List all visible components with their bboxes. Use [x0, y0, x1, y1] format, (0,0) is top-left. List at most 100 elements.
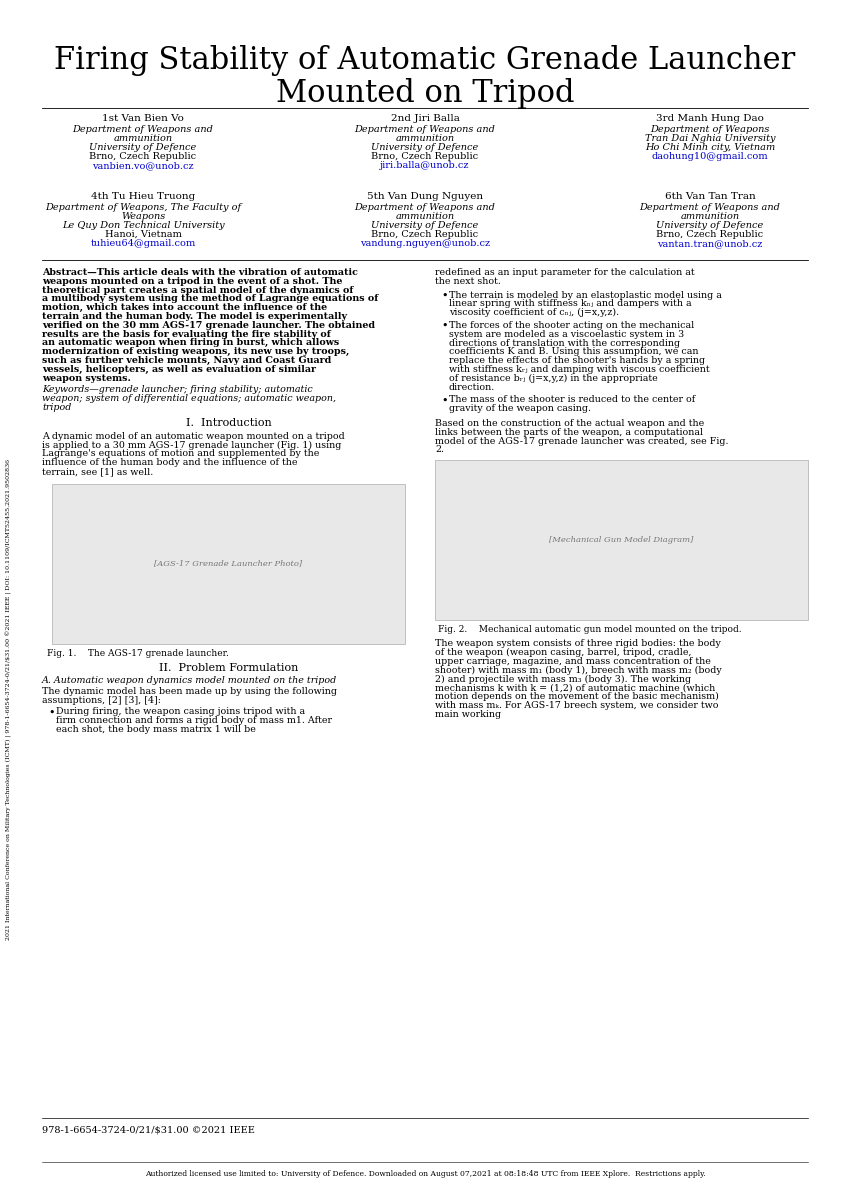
- Text: weapons mounted on a tripod in the event of a shot. The: weapons mounted on a tripod in the event…: [42, 277, 343, 286]
- Text: Firing Stability of Automatic Grenade Launcher: Firing Stability of Automatic Grenade La…: [54, 45, 796, 76]
- Text: Department of Weapons and: Department of Weapons and: [639, 203, 780, 212]
- Text: of the weapon (weapon casing, barrel, tripod, cradle,: of the weapon (weapon casing, barrel, tr…: [435, 648, 692, 657]
- Text: direction.: direction.: [449, 383, 496, 392]
- Text: •: •: [441, 321, 447, 331]
- Text: II.  Problem Formulation: II. Problem Formulation: [159, 663, 298, 672]
- Bar: [52, 484, 405, 644]
- Text: terrain, see [1] as well.: terrain, see [1] as well.: [42, 467, 153, 476]
- Bar: [435, 461, 808, 621]
- Text: University of Defence: University of Defence: [371, 221, 479, 230]
- Text: Le Quy Don Technical University: Le Quy Don Technical University: [62, 221, 224, 230]
- Text: Department of Weapons: Department of Weapons: [650, 125, 770, 134]
- Text: •: •: [441, 291, 447, 301]
- Text: Hanoi, Vietnam: Hanoi, Vietnam: [105, 230, 181, 239]
- Text: Department of Weapons and: Department of Weapons and: [72, 125, 213, 134]
- Text: Keywords—grenade launcher; firing stability; automatic: Keywords—grenade launcher; firing stabil…: [42, 385, 313, 395]
- Text: A dynamic model of an automatic weapon mounted on a tripod: A dynamic model of an automatic weapon m…: [42, 432, 345, 440]
- Text: redefined as an input parameter for the calculation at: redefined as an input parameter for the …: [435, 268, 694, 277]
- Text: vessels, helicopters, as well as evaluation of similar: vessels, helicopters, as well as evaluat…: [42, 365, 316, 374]
- Text: Brno, Czech Republic: Brno, Czech Republic: [371, 152, 479, 161]
- Text: daohung10@gmail.com: daohung10@gmail.com: [652, 152, 768, 161]
- Text: vandung.nguyen@unob.cz: vandung.nguyen@unob.cz: [360, 239, 490, 248]
- Text: [Mechanical Gun Model Diagram]: [Mechanical Gun Model Diagram]: [549, 537, 694, 544]
- Text: ammunition: ammunition: [395, 134, 455, 143]
- Text: system are modeled as a viscoelastic system in 3: system are modeled as a viscoelastic sys…: [449, 330, 684, 339]
- Text: 3rd Manh Hung Dao: 3rd Manh Hung Dao: [656, 114, 764, 123]
- Text: 2021 International Conference on Military Technologies (ICMT) | 978-1-6654-3724-: 2021 International Conference on Militar…: [6, 460, 12, 941]
- Text: [AGS-17 Grenade Launcher Photo]: [AGS-17 Grenade Launcher Photo]: [155, 559, 303, 568]
- Text: Based on the construction of the actual weapon and the: Based on the construction of the actual …: [435, 419, 705, 428]
- Text: linear spring with stiffness kₙⱼ and dampers with a: linear spring with stiffness kₙⱼ and dam…: [449, 300, 692, 308]
- Text: viscosity coefficient of cₙⱼ, (j=x,y,z).: viscosity coefficient of cₙⱼ, (j=x,y,z).: [449, 308, 619, 318]
- Text: weapon systems.: weapon systems.: [42, 374, 131, 383]
- Text: tuhieu64@gmail.com: tuhieu64@gmail.com: [90, 239, 196, 248]
- Text: The forces of the shooter acting on the mechanical: The forces of the shooter acting on the …: [449, 321, 694, 330]
- Text: 5th Van Dung Nguyen: 5th Van Dung Nguyen: [367, 192, 483, 201]
- Text: theoretical part creates a spatial model of the dynamics of: theoretical part creates a spatial model…: [42, 285, 354, 295]
- Text: Brno, Czech Republic: Brno, Czech Republic: [371, 230, 479, 239]
- Text: the next shot.: the next shot.: [435, 277, 501, 286]
- Text: replace the effects of the shooter's hands by a spring: replace the effects of the shooter's han…: [449, 356, 706, 366]
- Text: The mass of the shooter is reduced to the center of: The mass of the shooter is reduced to th…: [449, 396, 695, 404]
- Text: I.  Introduction: I. Introduction: [185, 417, 271, 428]
- Text: firm connection and forms a rigid body of mass m1. After: firm connection and forms a rigid body o…: [56, 716, 332, 725]
- Text: Mounted on Tripod: Mounted on Tripod: [275, 78, 575, 109]
- Text: 2) and projectile with mass m₃ (body 3). The working: 2) and projectile with mass m₃ (body 3).…: [435, 675, 691, 683]
- Text: Fig. 1.    The AGS-17 grenade launcher.: Fig. 1. The AGS-17 grenade launcher.: [47, 648, 229, 658]
- Text: mechanisms k with k = (1,2) of automatic machine (which: mechanisms k with k = (1,2) of automatic…: [435, 683, 715, 692]
- Text: 6th Van Tan Tran: 6th Van Tan Tran: [665, 192, 756, 201]
- Text: a multibody system using the method of Lagrange equations of: a multibody system using the method of L…: [42, 295, 378, 303]
- Text: model of the AGS-17 grenade launcher was created, see Fig.: model of the AGS-17 grenade launcher was…: [435, 437, 728, 445]
- Text: each shot, the body mass matrix 1 will be: each shot, the body mass matrix 1 will b…: [56, 725, 256, 734]
- Text: jiri.balla@unob.cz: jiri.balla@unob.cz: [380, 161, 470, 170]
- Text: 2nd Jiri Balla: 2nd Jiri Balla: [390, 114, 460, 123]
- Text: During firing, the weapon casing joins tripod with a: During firing, the weapon casing joins t…: [56, 707, 305, 717]
- Text: ammunition: ammunition: [113, 134, 173, 143]
- Text: A. Automatic weapon dynamics model mounted on the tripod: A. Automatic weapon dynamics model mount…: [42, 676, 337, 685]
- Text: main working: main working: [435, 710, 501, 718]
- Text: terrain and the human body. The model is experimentally: terrain and the human body. The model is…: [42, 312, 347, 321]
- Text: motion, which takes into account the influence of the: motion, which takes into account the inf…: [42, 303, 327, 313]
- Text: University of Defence: University of Defence: [656, 221, 763, 230]
- Text: of resistance bᵣⱼ (j=x,y,z) in the appropriate: of resistance bᵣⱼ (j=x,y,z) in the appro…: [449, 374, 658, 383]
- Text: upper carriage, magazine, and mass concentration of the: upper carriage, magazine, and mass conce…: [435, 657, 711, 665]
- Text: with mass mₖ. For AGS-17 breech system, we consider two: with mass mₖ. For AGS-17 breech system, …: [435, 701, 718, 710]
- Text: Authorized licensed use limited to: University of Defence. Downloaded on August : Authorized licensed use limited to: Univ…: [144, 1171, 705, 1178]
- Text: coefficients K and B. Using this assumption, we can: coefficients K and B. Using this assumpt…: [449, 348, 699, 356]
- Text: influence of the human body and the influence of the: influence of the human body and the infl…: [42, 458, 298, 467]
- Text: Lagrange's equations of motion and supplemented by the: Lagrange's equations of motion and suppl…: [42, 450, 320, 458]
- Text: vantan.tran@unob.cz: vantan.tran@unob.cz: [657, 239, 762, 248]
- Text: Ho Chi Minh city, Vietnam: Ho Chi Minh city, Vietnam: [645, 143, 775, 152]
- Text: links between the parts of the weapon, a computational: links between the parts of the weapon, a…: [435, 428, 703, 437]
- Text: 978-1-6654-3724-0/21/$31.00 ©2021 IEEE: 978-1-6654-3724-0/21/$31.00 ©2021 IEEE: [42, 1126, 255, 1134]
- Text: weapon; system of differential equations; automatic weapon,: weapon; system of differential equations…: [42, 395, 336, 403]
- Text: an automatic weapon when firing in burst, which allows: an automatic weapon when firing in burst…: [42, 338, 339, 348]
- Text: University of Defence: University of Defence: [89, 143, 196, 152]
- Text: 1st Van Bien Vo: 1st Van Bien Vo: [102, 114, 184, 123]
- Text: motion depends on the movement of the basic mechanism): motion depends on the movement of the ba…: [435, 692, 719, 701]
- Text: gravity of the weapon casing.: gravity of the weapon casing.: [449, 404, 591, 413]
- Text: ammunition: ammunition: [681, 212, 740, 221]
- Text: The weapon system consists of three rigid bodies: the body: The weapon system consists of three rigi…: [435, 639, 721, 648]
- Text: Department of Weapons and: Department of Weapons and: [354, 203, 496, 212]
- Text: vanbien.vo@unob.cz: vanbien.vo@unob.cz: [92, 161, 194, 170]
- Text: with stiffness kᵣⱼ and damping with viscous coefficient: with stiffness kᵣⱼ and damping with visc…: [449, 365, 710, 374]
- Text: The dynamic model has been made up by using the following: The dynamic model has been made up by us…: [42, 687, 337, 695]
- Text: 2.: 2.: [435, 445, 444, 455]
- Text: directions of translation with the corresponding: directions of translation with the corre…: [449, 338, 680, 348]
- Text: assumptions, [2] [3], [4]:: assumptions, [2] [3], [4]:: [42, 695, 161, 705]
- Text: Weapons: Weapons: [121, 212, 165, 221]
- Text: University of Defence: University of Defence: [371, 143, 479, 152]
- Text: Tran Dai Nghia University: Tran Dai Nghia University: [645, 134, 775, 143]
- Text: is applied to a 30 mm AGS-17 grenade launcher (Fig. 1) using: is applied to a 30 mm AGS-17 grenade lau…: [42, 440, 342, 450]
- Text: The terrain is modeled by an elastoplastic model using a: The terrain is modeled by an elastoplast…: [449, 291, 722, 300]
- Text: such as further vehicle mounts, Navy and Coast Guard: such as further vehicle mounts, Navy and…: [42, 356, 332, 365]
- Text: results are the basis for evaluating the fire stability of: results are the basis for evaluating the…: [42, 330, 331, 338]
- Text: verified on the 30 mm AGS-17 grenade launcher. The obtained: verified on the 30 mm AGS-17 grenade lau…: [42, 321, 375, 330]
- Text: •: •: [48, 707, 54, 717]
- Text: modernization of existing weapons, its new use by troops,: modernization of existing weapons, its n…: [42, 348, 349, 356]
- Text: Abstract—This article deals with the vibration of automatic: Abstract—This article deals with the vib…: [42, 268, 358, 277]
- Text: Brno, Czech Republic: Brno, Czech Republic: [656, 230, 763, 239]
- Text: tripod: tripod: [42, 403, 71, 411]
- Text: Fig. 2.    Mechanical automatic gun model mounted on the tripod.: Fig. 2. Mechanical automatic gun model m…: [438, 626, 741, 634]
